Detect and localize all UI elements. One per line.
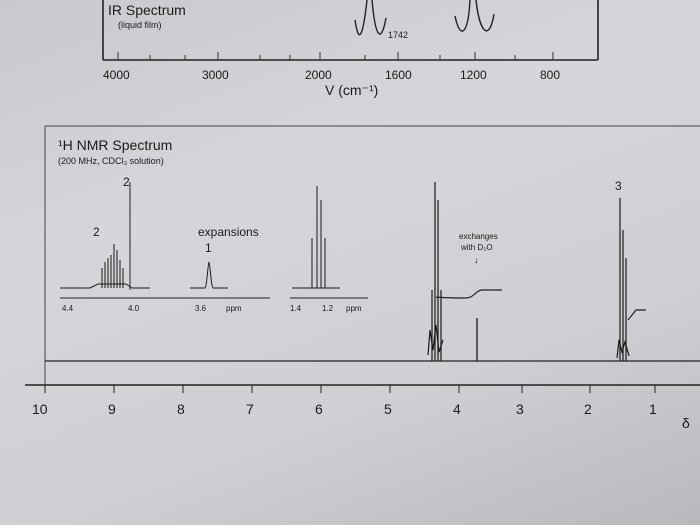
exchange-note: exchanges (459, 232, 498, 241)
expansion-multiplet (60, 244, 150, 289)
nmr-axis-unit: δ (682, 415, 690, 431)
nmr-triplet-peak (616, 198, 630, 361)
expansions-label: expansions (198, 225, 259, 239)
ir-peak-1200 (454, 0, 495, 32)
expansion-tick-label: 1.2 (322, 304, 334, 313)
ir-peak-label: 1742 (388, 30, 408, 40)
ir-subtitle: (liquid film) (118, 20, 162, 30)
nmr-axis-tick-label: 10 (32, 401, 48, 417)
nmr-axis-tick-label: 1 (649, 401, 657, 417)
ir-title: IR Spectrum (108, 2, 186, 18)
expansion-integration-label: 2 (93, 225, 100, 239)
nmr-axis-tick-label: 7 (246, 401, 254, 417)
ir-tick-label: 3000 (202, 68, 229, 82)
ir-tick-label: 4000 (103, 68, 130, 82)
expansion-tick-label: 1.4 (290, 304, 302, 313)
integration-label: 3 (615, 179, 622, 193)
nmr-spectrum: ¹H NMR Spectrum (200 MHz, CDCl₃ solution… (25, 125, 700, 431)
nmr-axis-tick-label: 3 (516, 401, 524, 417)
nmr-quartet-peak (427, 182, 444, 361)
ir-tick-label: 2000 (305, 68, 332, 82)
nmr-integration-curve (435, 289, 502, 299)
nmr-axis-tick-label: 5 (384, 401, 392, 417)
nmr-axis-tick-label: 9 (108, 401, 116, 417)
ir-tick-label: 800 (540, 68, 560, 82)
nmr-axis-ticks (44, 385, 656, 393)
nmr-axis-tick-label: 4 (453, 401, 461, 417)
ir-tick-label: 1200 (460, 68, 487, 82)
nmr-subtitle: (200 MHz, CDCl₃ solution) (58, 156, 164, 166)
ir-ticks (117, 52, 554, 60)
expansions-inset: 2 expansions 1 4.4 4.0 3.6 ppm 1.4 1.2 p… (60, 182, 368, 313)
expansion-unit: ppm (226, 304, 242, 313)
nmr-title: ¹H NMR Spectrum (58, 137, 172, 153)
expansion-tick-label: 4.0 (128, 304, 140, 313)
ir-tick-label: 1600 (385, 68, 412, 82)
expansion-integration-label: 1 (205, 241, 212, 255)
integration-label: 2 (123, 175, 130, 189)
ir-axis-label: V (cm⁻¹) (325, 82, 378, 98)
expansion-tick-label: 4.4 (62, 304, 74, 313)
nmr-integration-curve (627, 309, 646, 321)
ir-spectrum: IR Spectrum (liquid film) 1742 4000 3000… (102, 0, 599, 98)
nmr-axis-tick-label: 6 (315, 401, 323, 417)
nmr-axis-tick-label: 8 (177, 401, 185, 417)
expansion-unit: ppm (346, 304, 362, 313)
expansion-tick-label: 3.6 (195, 304, 207, 313)
exchange-note: with D₂O (460, 243, 493, 252)
ir-carbonyl-peak (354, 0, 387, 36)
expansion-triplet (292, 186, 340, 289)
nmr-axis-tick-label: 2 (584, 401, 592, 417)
exchange-arrow: ↓ (474, 255, 479, 265)
expansion-oh-peak (190, 261, 228, 289)
